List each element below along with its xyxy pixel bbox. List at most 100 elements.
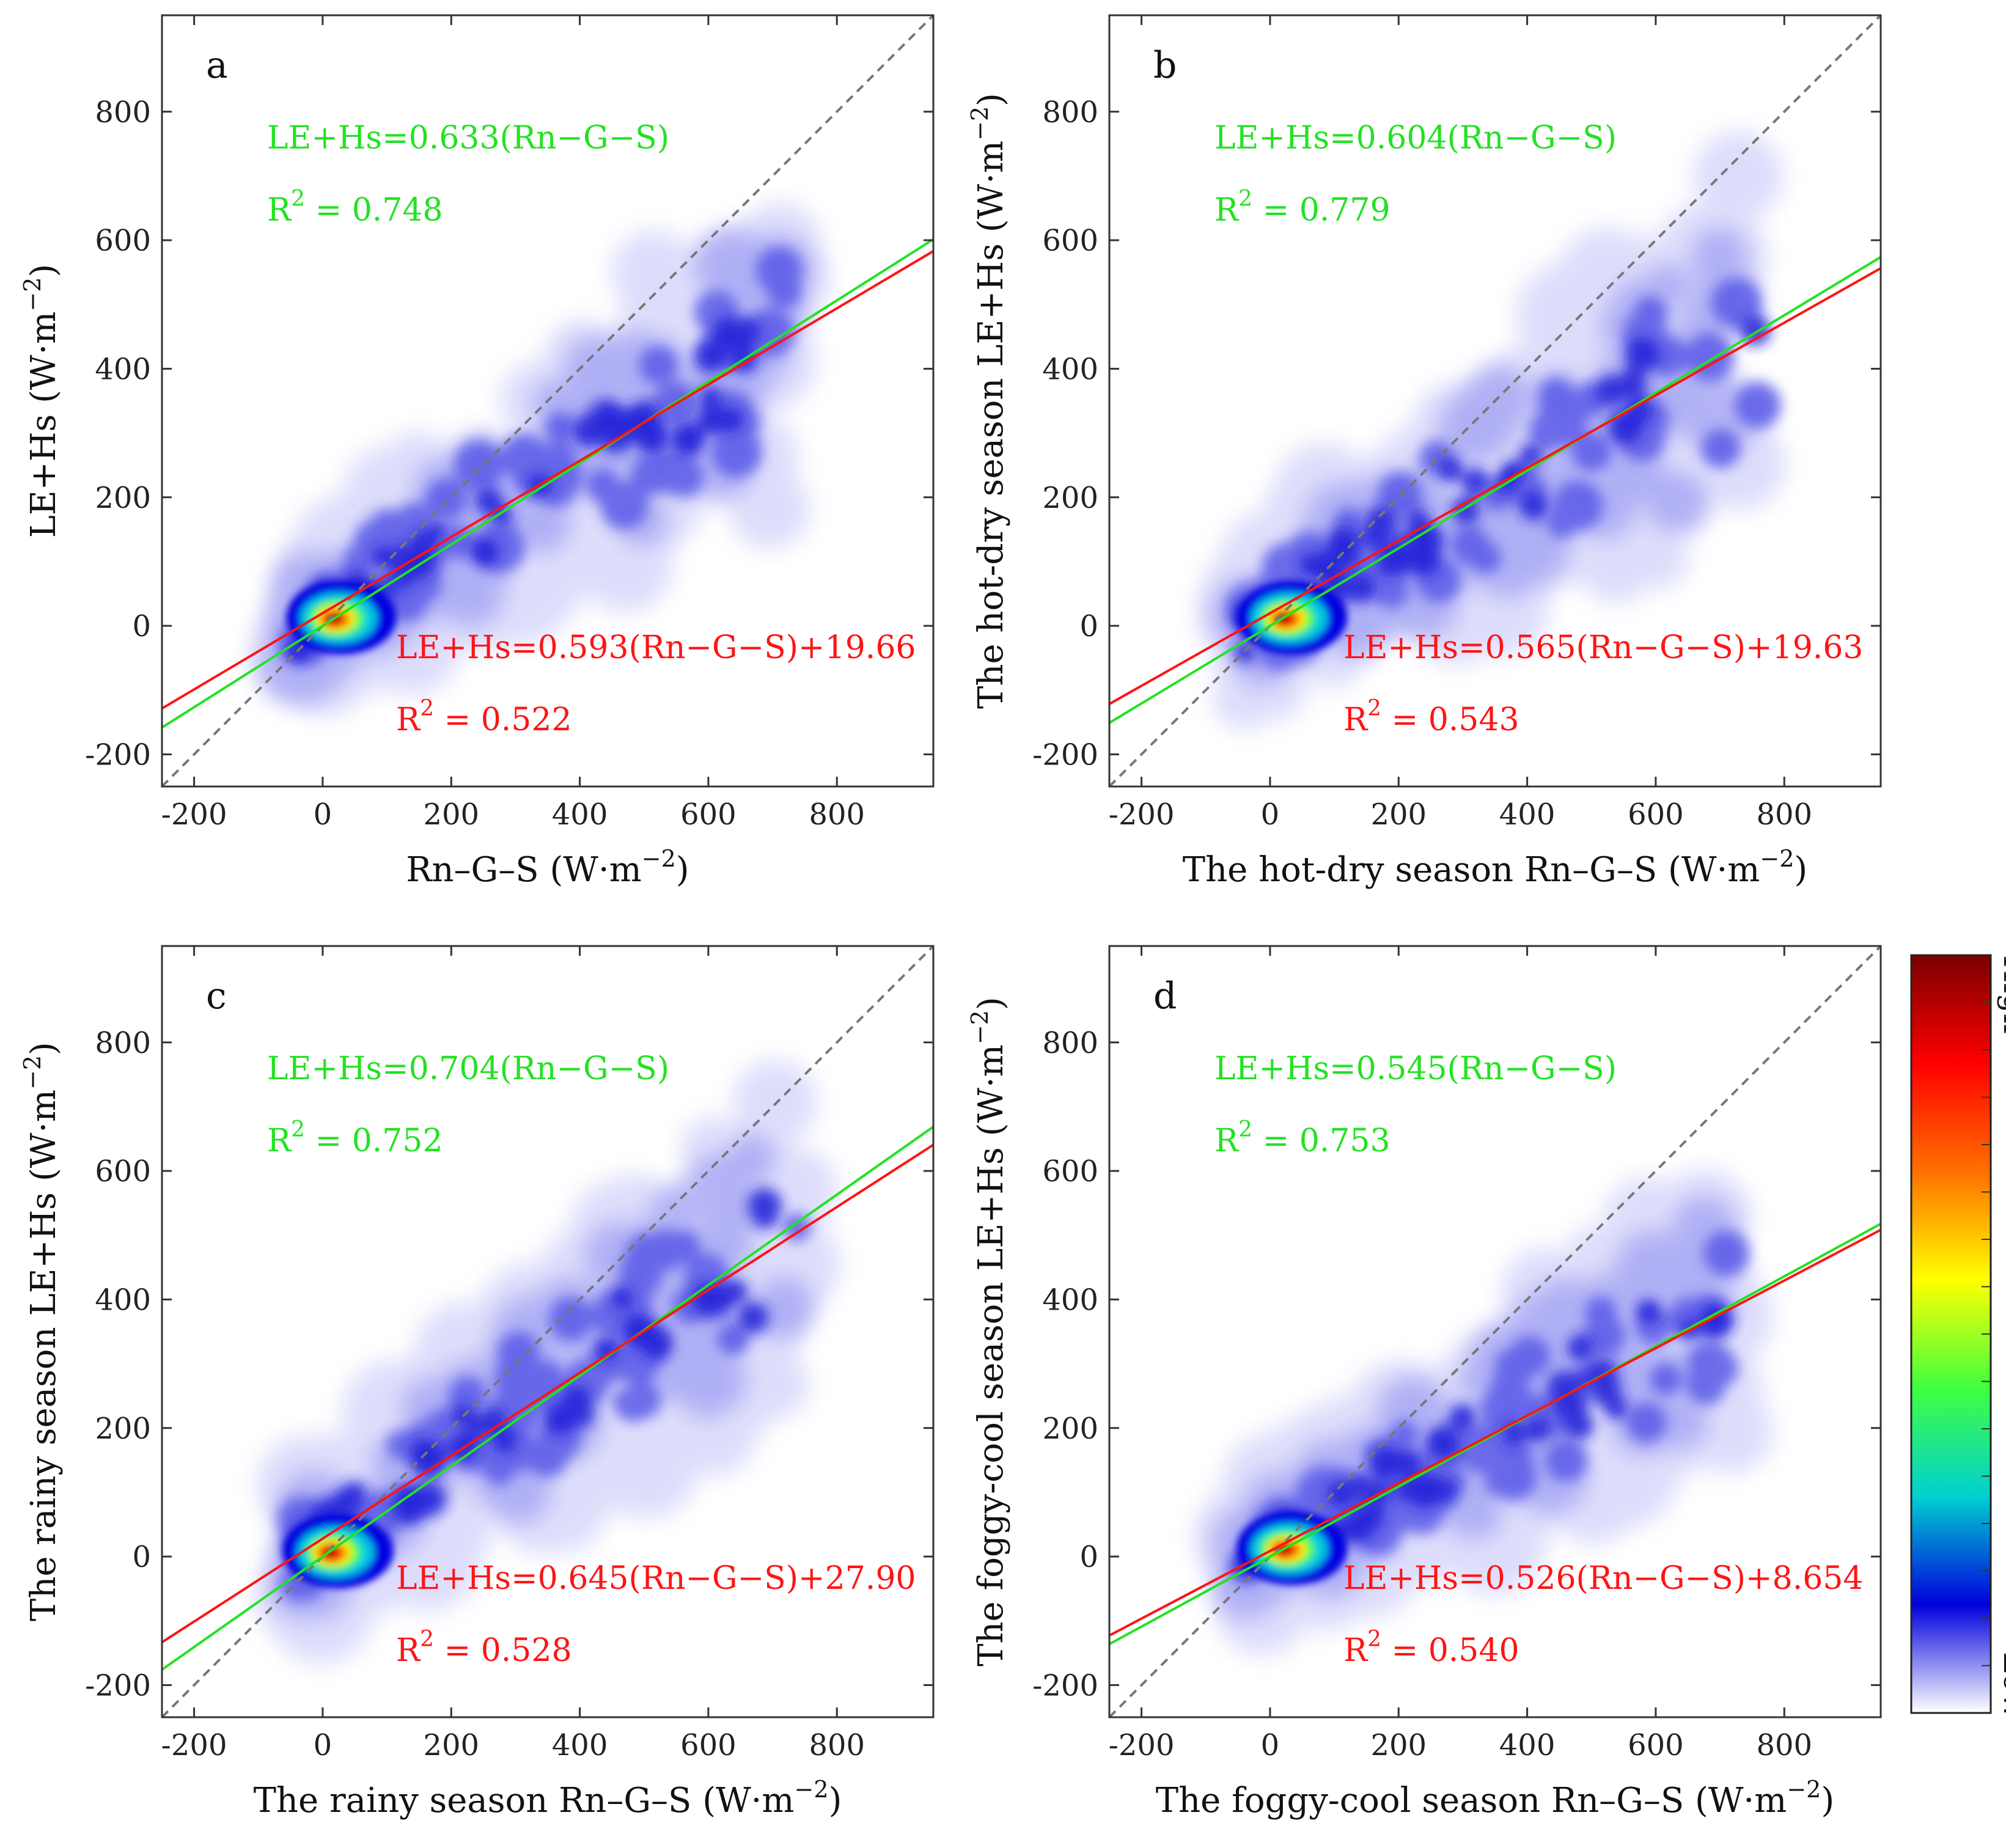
x-tick-label: 600 [680, 1728, 737, 1762]
density-blob [426, 1409, 458, 1441]
density-blob [1567, 1335, 1594, 1362]
y-tick-label: 600 [95, 1154, 151, 1189]
plot-frame [161, 14, 935, 788]
density-blob [737, 1302, 769, 1334]
density-blob [713, 316, 746, 350]
fit-free-equation: LE+Hs=0.526(Rn−G−S)+8.654 [1343, 1560, 1863, 1597]
density-blob [1610, 378, 1634, 403]
density-blob [752, 1277, 815, 1340]
x-tick-label: 0 [314, 1728, 332, 1762]
y-axis-label: The foggy-cool season LE+Hs (W·m−2) [966, 997, 1011, 1667]
density-blob [705, 1285, 732, 1311]
density-blob [1572, 433, 1611, 472]
density-blob [1650, 1363, 1682, 1396]
density-core [1276, 614, 1293, 625]
fit-origin-equation: LE+Hs=0.633(Rn−G−S) [267, 120, 669, 156]
y-tick-label: 800 [1042, 1026, 1098, 1060]
density-blob [1485, 1467, 1514, 1496]
density-blob [619, 1253, 660, 1294]
y-tick-label: 200 [95, 1412, 151, 1446]
fit-free-equation: LE+Hs=0.645(Rn−G−S)+27.90 [396, 1560, 916, 1597]
density-blob [1703, 1230, 1749, 1276]
density-blob [428, 521, 447, 540]
density-cloud [1193, 1169, 1773, 1656]
density-blob [1578, 1439, 1643, 1505]
fit-free-equation: LE+Hs=0.593(Rn−G−S)+19.66 [396, 629, 916, 666]
fit-free-line [1109, 1228, 1881, 1637]
fit-origin-r2: R2 = 0.748 [267, 186, 443, 229]
density-blob [1439, 457, 1463, 482]
fit-origin-equation: LE+Hs=0.545(Rn−G−S) [1214, 1050, 1617, 1087]
y-tick-label: 600 [95, 224, 151, 258]
density-blob [410, 1439, 432, 1461]
x-tick-label: 200 [1370, 1728, 1427, 1762]
fit-origin-r2: R2 = 0.752 [267, 1117, 443, 1159]
y-axis-label: The rainy season LE+Hs (W·m−2) [19, 1042, 64, 1621]
x-axis-label: The foggy-cool season Rn–G–S (W·m−2) [1156, 1776, 1834, 1821]
one-to-one-line [1109, 15, 1881, 787]
density-cloud [249, 202, 830, 716]
density-blob [1636, 1299, 1661, 1324]
density-blob [1486, 1385, 1528, 1426]
density-blob [1519, 491, 1549, 521]
y-tick-label: 800 [1042, 95, 1098, 130]
density-blob [1583, 1314, 1625, 1357]
density-blob [1471, 524, 1545, 598]
y-tick-label: 400 [95, 352, 151, 386]
fit-origin-r2: R2 = 0.779 [1214, 186, 1391, 229]
density-blob [513, 496, 571, 552]
one-to-one-line [1109, 946, 1881, 1717]
density-blob [490, 1425, 517, 1453]
x-tick-label: -200 [1109, 798, 1175, 832]
density-blob [1370, 1447, 1402, 1478]
y-tick-label: -200 [85, 1668, 151, 1703]
x-tick-label: 400 [1499, 798, 1556, 832]
density-blob [698, 341, 727, 369]
density-blob [719, 408, 743, 431]
density-blob [694, 227, 770, 302]
x-tick-label: 400 [552, 1728, 608, 1762]
colorbar-gradient [1910, 954, 1992, 1714]
density-blob [622, 1380, 661, 1420]
density-blob [726, 1280, 748, 1303]
x-tick-label: 600 [1628, 798, 1684, 832]
x-tick-label: -200 [161, 798, 227, 832]
one-to-one-line [162, 946, 933, 1717]
panel-a: -200 0 200 400 600 800 -200 0 200 400 600 800 a Rn–G–… [19, 14, 935, 890]
density-blob [1395, 1451, 1420, 1476]
density-blob [677, 1345, 747, 1414]
density-blob [1701, 429, 1741, 468]
x-tick-label: 800 [809, 798, 865, 832]
panel-label: a [206, 44, 228, 87]
density-blob [1363, 1505, 1384, 1526]
density-blob [399, 1498, 424, 1524]
density-blob [562, 1386, 590, 1414]
x-axis-label: The hot-dry season Rn–G–S (W·m−2) [1183, 845, 1808, 890]
x-tick-label: 0 [1261, 1728, 1280, 1762]
density-blob [454, 440, 504, 491]
density-blob [549, 1297, 593, 1341]
x-tick-label: 0 [1261, 798, 1280, 832]
density-blob [564, 336, 632, 404]
density-blob [1615, 1230, 1691, 1306]
density-blob [674, 424, 703, 453]
plot-frame [1108, 945, 1882, 1718]
panel-label: d [1153, 975, 1177, 1018]
density-blob [717, 1322, 749, 1355]
y-tick-label: 200 [1042, 481, 1098, 515]
y-tick-label: 0 [1079, 1540, 1098, 1574]
density-blob [732, 1060, 818, 1145]
y-tick-label: -200 [1032, 738, 1098, 772]
density-blob [372, 546, 394, 568]
x-tick-label: -200 [161, 1728, 227, 1762]
density-blob [1625, 338, 1660, 373]
fit-free-r2: R2 = 0.540 [1343, 1627, 1519, 1669]
density-blob [1650, 1392, 1707, 1450]
density-blob [699, 386, 722, 409]
fit-origin-line [1109, 255, 1881, 724]
density-blob [475, 486, 503, 515]
density-blob [1434, 1479, 1457, 1502]
fit-origin-line [162, 1126, 933, 1671]
density-blob [729, 468, 810, 549]
